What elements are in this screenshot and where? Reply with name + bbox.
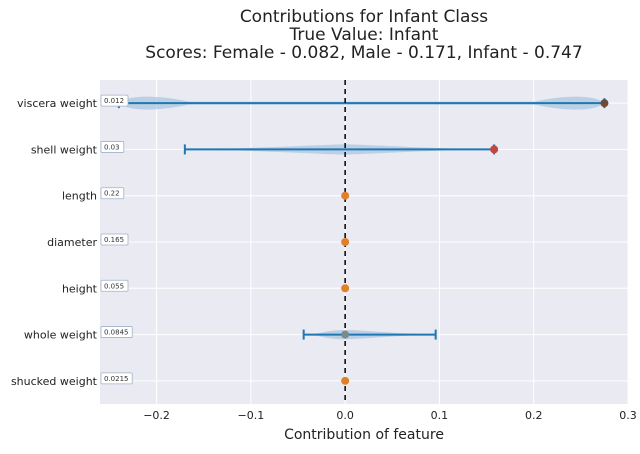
x-tick-label: 0.2 <box>525 409 543 422</box>
feature-value-label: 0.0845 <box>104 329 129 337</box>
feature-point <box>490 145 499 154</box>
x-axis-label: Contribution of feature <box>284 427 444 443</box>
feature-value-label: 0.0215 <box>104 375 129 383</box>
feature-value-label: 0.055 <box>104 282 124 290</box>
feature-point <box>341 284 350 293</box>
feature-label: length <box>62 190 97 203</box>
feature-value-box <box>100 187 125 200</box>
feature-value-label: 0.22 <box>104 190 120 198</box>
x-tick-label: 0.0 <box>336 409 354 422</box>
feature-point <box>341 238 350 246</box>
feature-value-label: 0.012 <box>104 97 124 105</box>
feature-value-label: 0.03 <box>104 143 120 151</box>
feature-value-box <box>100 233 129 246</box>
feature-value-box <box>100 326 133 338</box>
feature-value-box <box>100 141 125 153</box>
feature-point <box>341 330 350 339</box>
x-tick-label: 0.1 <box>431 409 449 422</box>
chart-subtitle: True Value: Infant <box>289 25 439 45</box>
feature-label: shell weight <box>31 143 98 156</box>
feature-point <box>341 376 350 385</box>
chart-title: Contributions for Infant Class <box>239 7 489 27</box>
feature-label: whole weight <box>24 329 98 342</box>
x-tick-label: −0.2 <box>143 409 170 422</box>
feature-value-label: 0.165 <box>104 236 124 244</box>
feature-value-box <box>100 372 133 385</box>
chart-scores: Scores: Female - 0.082, Male - 0.171, In… <box>145 43 583 63</box>
feature-value-box <box>100 279 129 292</box>
x-tick-label: 0.3 <box>619 409 637 422</box>
feature-label: viscera weight <box>17 97 98 110</box>
feature-point <box>600 99 609 108</box>
feature-value-box <box>100 94 129 107</box>
x-tick-label: −0.1 <box>237 409 264 422</box>
feature-label: height <box>62 282 98 295</box>
feature-point <box>341 191 350 200</box>
feature-label: shucked weight <box>11 375 98 388</box>
feature-label: diameter <box>47 236 97 249</box>
chart-title-block: Contributions for Infant Class True Valu… <box>100 8 628 62</box>
